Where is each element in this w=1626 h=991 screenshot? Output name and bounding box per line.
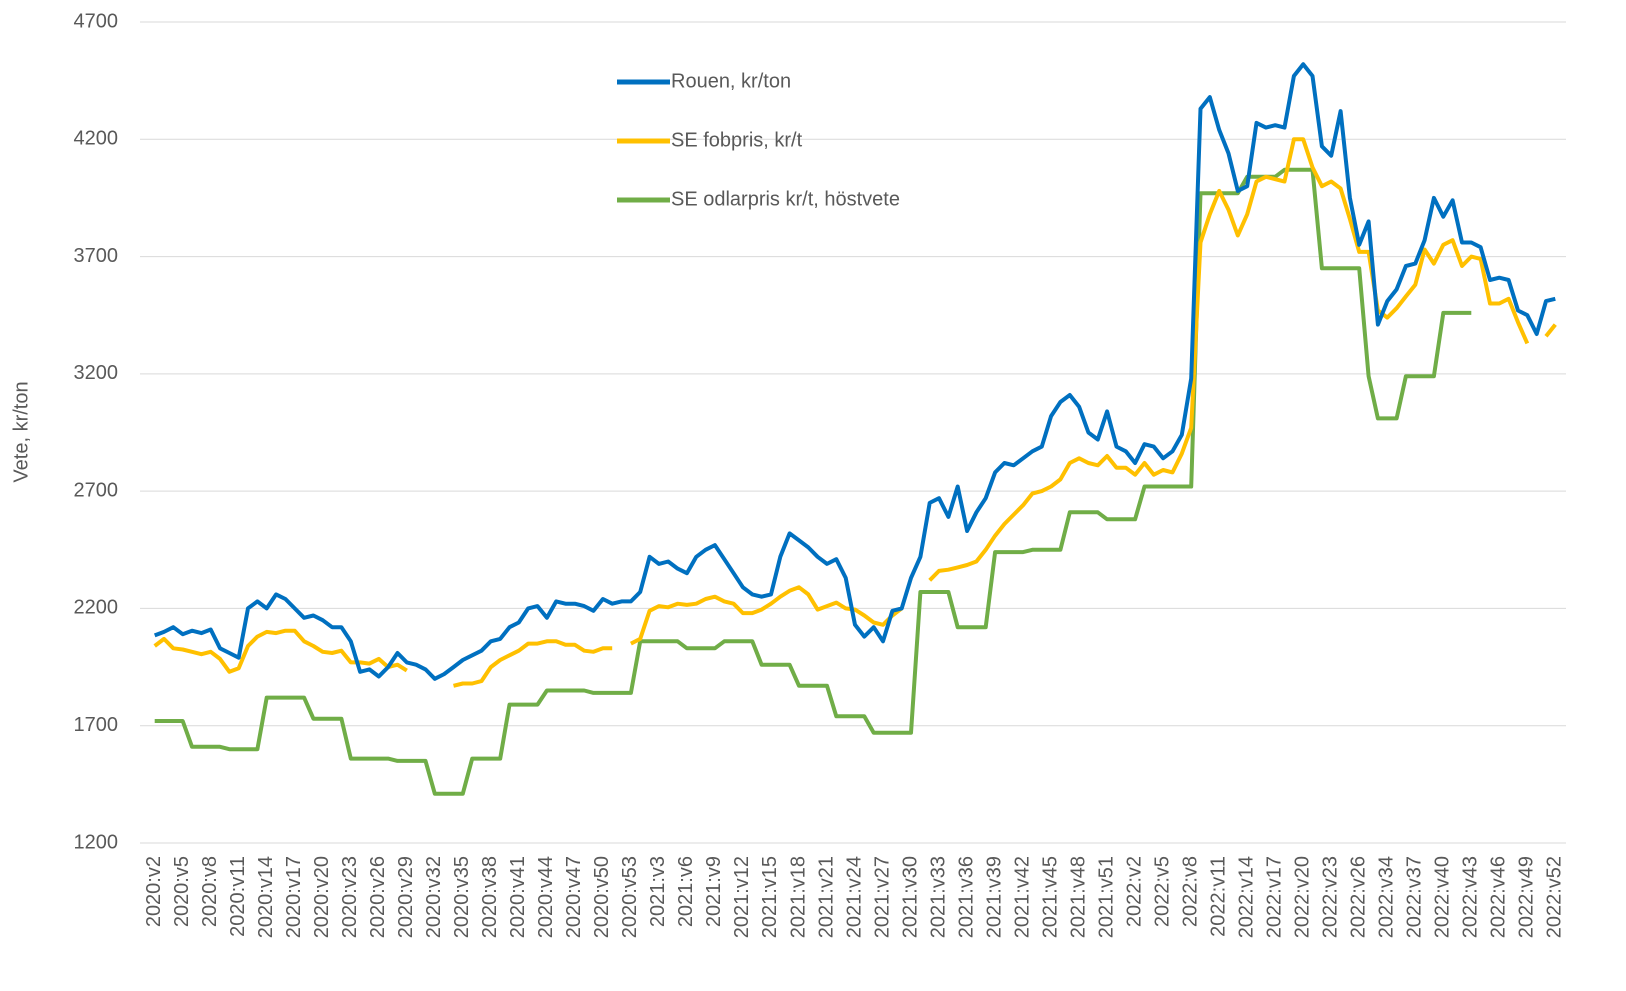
x-tick-label: 2020:v41 — [507, 856, 529, 938]
x-tick-label: 2020:v8 — [199, 856, 221, 927]
series-line — [154, 167, 1472, 796]
x-tick-label: 2020:v44 — [535, 856, 557, 938]
y-tick-label: 1200 — [74, 831, 119, 853]
x-tick-label: 2022:v5 — [1151, 856, 1173, 927]
x-tick-label: 2022:v34 — [1376, 856, 1398, 938]
x-tick-label: 2020:v23 — [339, 856, 361, 938]
x-tick-label: 2021:v9 — [703, 856, 725, 927]
x-tick-label: 2022:v40 — [1432, 856, 1454, 938]
x-tick-label: 2020:v11 — [227, 856, 249, 937]
x-tick-label: 2022:v49 — [1516, 856, 1538, 938]
x-tick-label: 2022:v43 — [1460, 856, 1482, 938]
x-tick-label: 2021:v45 — [1039, 856, 1061, 938]
x-tick-label: 2021:v51 — [1095, 856, 1117, 938]
x-tick-label: 2022:v14 — [1235, 856, 1257, 938]
y-tick-label: 3700 — [74, 245, 119, 267]
x-tick-label: 2021:v12 — [731, 856, 753, 938]
x-tick-label: 2021:v33 — [927, 856, 949, 938]
x-tick-label: 2022:v11 — [1207, 856, 1229, 937]
x-tick-label: 2021:v39 — [983, 856, 1005, 938]
x-tick-label: 2020:v47 — [563, 856, 585, 938]
y-tick-label: 2700 — [74, 479, 119, 501]
x-tick-label: 2020:v35 — [451, 856, 473, 938]
x-tick-label: 2021:v27 — [871, 856, 893, 938]
x-tick-label: 2021:v24 — [843, 856, 865, 938]
x-tick-label: 2020:v32 — [423, 856, 445, 938]
x-tick-label: 2020:v14 — [255, 856, 277, 938]
x-tick-label: 2020:v26 — [367, 856, 389, 938]
x-tick-label: 2021:v3 — [647, 856, 669, 927]
x-tick-label: 2021:v15 — [759, 856, 781, 938]
x-tick-label: 2022:v23 — [1320, 856, 1342, 938]
x-tick-label: 2020:v5 — [171, 856, 193, 927]
x-tick-label: 2020:v53 — [619, 856, 641, 938]
x-tick-label: 2020:v50 — [591, 856, 613, 938]
x-tick-label: 2022:v2 — [1123, 856, 1145, 927]
x-tick-label: 2021:v18 — [787, 856, 809, 938]
y-tick-label: 4200 — [74, 128, 119, 150]
y-tick-label: 2200 — [74, 597, 119, 619]
series-line — [153, 137, 1557, 688]
x-tick-label: 2020:v17 — [283, 856, 305, 938]
x-tick-label: 2022:v17 — [1263, 856, 1285, 938]
x-tick-label: 2020:v38 — [479, 856, 501, 938]
series-line — [153, 62, 1556, 681]
x-tick-label: 2021:v21 — [815, 856, 837, 938]
x-tick-label: 2021:v42 — [1011, 856, 1033, 938]
x-tick-label: 2022:v8 — [1179, 856, 1201, 927]
x-tick-label: 2022:v46 — [1488, 856, 1510, 938]
x-tick-label: 2021:v6 — [675, 856, 697, 927]
x-tick-label: 2022:v20 — [1291, 856, 1313, 938]
x-tick-label: 2020:v29 — [395, 856, 417, 938]
x-tick-label: 2022:v37 — [1404, 856, 1426, 938]
x-tick-label: 2021:v36 — [955, 856, 977, 938]
x-tick-label: 2022:v26 — [1348, 856, 1370, 938]
y-tick-label: 3200 — [74, 362, 119, 384]
legend-label: Rouen, kr/ton — [671, 70, 791, 92]
y-tick-label: 1700 — [74, 714, 119, 736]
x-tick-label: 2021:v48 — [1067, 856, 1089, 938]
y-tick-label: 4700 — [74, 10, 119, 32]
legend-label: SE fobpris, kr/t — [671, 129, 803, 151]
x-tick-label: 2022:v52 — [1544, 856, 1566, 938]
y-axis-label: Vete, kr/ton — [10, 381, 32, 482]
x-tick-label: 2020:v2 — [143, 856, 165, 927]
legend-label: SE odlarpris kr/t, höstvete — [671, 188, 900, 210]
x-tick-label: 2021:v30 — [899, 856, 921, 938]
x-tick-label: 2020:v20 — [311, 856, 333, 938]
